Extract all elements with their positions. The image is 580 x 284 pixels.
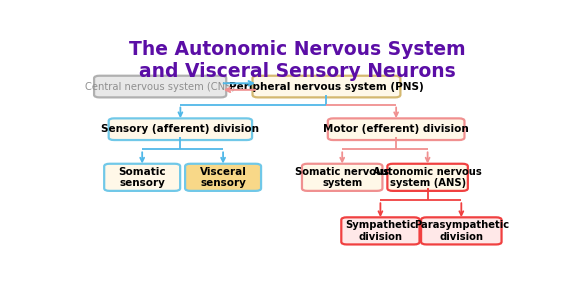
Text: Sensory (afferent) division: Sensory (afferent) division <box>102 124 259 134</box>
Text: Parasympathetic
division: Parasympathetic division <box>414 220 509 242</box>
Text: Visceral
sensory: Visceral sensory <box>200 166 246 188</box>
FancyBboxPatch shape <box>302 164 382 191</box>
FancyBboxPatch shape <box>94 76 226 97</box>
FancyBboxPatch shape <box>252 76 400 97</box>
Text: Motor (efferent) division: Motor (efferent) division <box>323 124 469 134</box>
FancyBboxPatch shape <box>328 118 465 140</box>
Text: The Autonomic Nervous System
and Visceral Sensory Neurons: The Autonomic Nervous System and Viscera… <box>129 39 466 81</box>
Text: Peripheral nervous system (PNS): Peripheral nervous system (PNS) <box>229 82 424 91</box>
FancyBboxPatch shape <box>108 118 252 140</box>
Text: Central nervous system (CNS): Central nervous system (CNS) <box>85 82 235 91</box>
Text: Autonomic nervous
system (ANS): Autonomic nervous system (ANS) <box>374 166 482 188</box>
FancyBboxPatch shape <box>387 164 468 191</box>
Text: Somatic
sensory: Somatic sensory <box>118 166 166 188</box>
FancyBboxPatch shape <box>185 164 261 191</box>
Text: Somatic nervous
system: Somatic nervous system <box>295 166 389 188</box>
FancyBboxPatch shape <box>421 217 502 245</box>
FancyBboxPatch shape <box>341 217 419 245</box>
FancyBboxPatch shape <box>104 164 180 191</box>
Text: Sympathetic
division: Sympathetic division <box>345 220 416 242</box>
